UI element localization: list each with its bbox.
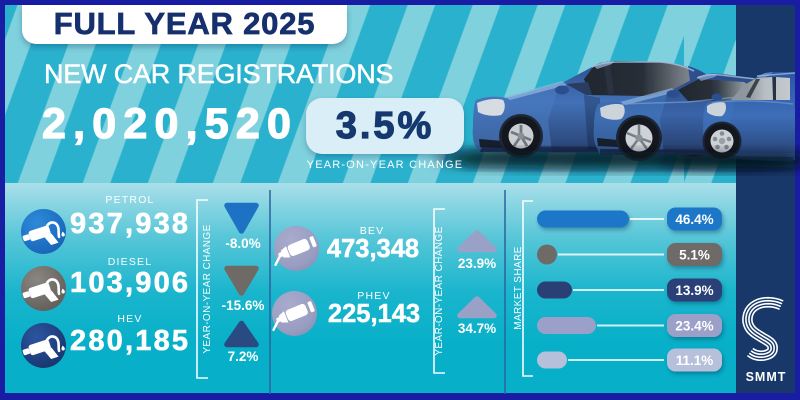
svg-text:YEAR-ON-YEAR CHANGE: YEAR-ON-YEAR CHANGE bbox=[202, 224, 213, 353]
svg-text:13.9%: 13.9% bbox=[675, 283, 713, 298]
svg-text:MARKET SHARE: MARKET SHARE bbox=[513, 246, 524, 330]
svg-text:5.1%: 5.1% bbox=[679, 247, 710, 262]
svg-text:46.4%: 46.4% bbox=[675, 212, 713, 227]
svg-text:SMMT: SMMT bbox=[746, 370, 787, 384]
svg-text:11.1%: 11.1% bbox=[676, 353, 714, 368]
svg-text:23.4%: 23.4% bbox=[675, 318, 713, 333]
svg-text:YEAR-ON-YEAR CHANGE: YEAR-ON-YEAR CHANGE bbox=[434, 226, 445, 355]
